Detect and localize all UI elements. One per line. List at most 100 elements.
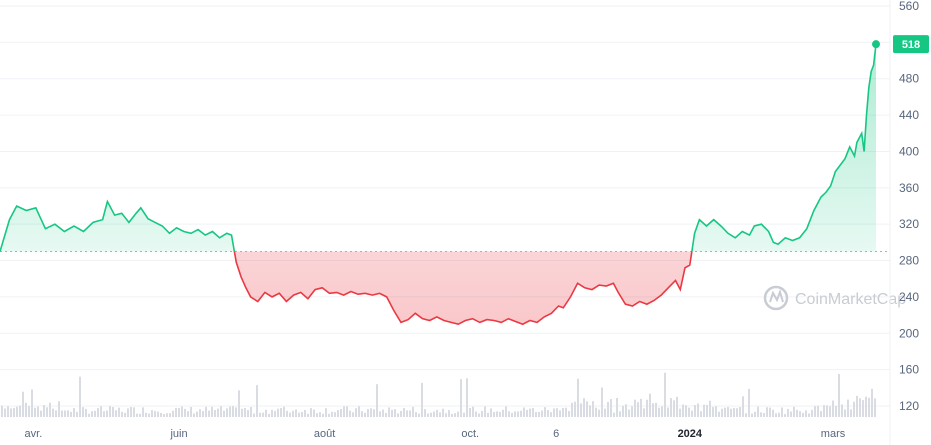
- volume-bar: [418, 413, 420, 417]
- volume-bar: [259, 412, 261, 417]
- volume-bar: [238, 390, 240, 417]
- volume-bar: [253, 413, 255, 417]
- price-line: [0, 44, 877, 326]
- volume-bar: [592, 401, 594, 417]
- y-tick-label: 280: [899, 254, 919, 268]
- volume-bar: [556, 408, 558, 417]
- volume-bar: [763, 412, 765, 417]
- volume-bar: [733, 407, 735, 417]
- volume-bar: [850, 409, 852, 417]
- last-price-dot: [872, 40, 880, 49]
- x-tick-label: mars: [821, 428, 846, 440]
- volume-bar: [589, 405, 591, 417]
- volume-bar: [448, 410, 450, 417]
- volume-bar: [250, 406, 252, 417]
- volume-bar: [613, 412, 615, 417]
- volume-bar: [193, 413, 195, 417]
- volume-bar: [145, 412, 147, 417]
- volume-bar: [106, 410, 108, 417]
- volume-bar: [523, 407, 525, 417]
- volume-bar: [439, 412, 441, 417]
- volume-bar: [397, 413, 399, 417]
- volume-bar: [349, 410, 351, 417]
- volume-bar: [619, 411, 621, 417]
- volume-bar: [799, 411, 801, 417]
- volume-bar: [739, 407, 741, 417]
- y-tick-label: 120: [899, 399, 919, 413]
- volume-bar: [808, 413, 810, 417]
- volume-bar: [199, 409, 201, 417]
- volume-bar: [478, 413, 480, 417]
- volume-bar: [22, 391, 24, 417]
- volume-bar: [487, 412, 489, 417]
- volume-bar: [352, 412, 354, 417]
- volume-bar: [715, 406, 717, 417]
- volume-bar: [727, 407, 729, 417]
- volume-bar: [682, 404, 684, 417]
- volume-bar: [217, 408, 219, 417]
- volume-bar: [124, 412, 126, 417]
- volume-bar: [580, 403, 582, 417]
- volume-bar: [187, 411, 189, 417]
- volume-bar: [34, 407, 36, 417]
- volume-bar: [640, 398, 642, 417]
- volume-bar: [463, 412, 465, 417]
- volume-bar: [697, 403, 699, 417]
- volume-bar: [805, 410, 807, 417]
- volume-bar: [622, 405, 624, 417]
- volume-bar: [568, 411, 570, 417]
- volume-bar: [358, 406, 360, 417]
- volume-bar: [688, 407, 690, 417]
- volume-bar: [760, 412, 762, 417]
- volume-bar: [646, 399, 648, 417]
- volume-bar: [82, 407, 84, 417]
- volume-bar: [709, 400, 711, 417]
- volume-bar: [262, 412, 264, 417]
- y-tick-label: 160: [899, 363, 919, 377]
- volume-bar: [607, 401, 609, 417]
- volume-bar: [820, 411, 822, 417]
- volume-bar: [4, 408, 6, 417]
- volume-bar: [214, 410, 216, 417]
- volume-bar: [265, 409, 267, 417]
- volume-bar: [631, 406, 633, 417]
- volume-bar: [31, 389, 33, 417]
- volume-bar: [754, 411, 756, 417]
- volume-bar: [61, 410, 63, 417]
- volume-bar: [256, 385, 258, 417]
- volume-bar: [637, 402, 639, 417]
- volume-bar: [676, 396, 678, 417]
- volume-bar: [865, 396, 867, 417]
- volume-bar: [670, 398, 672, 417]
- volume-bar: [499, 411, 501, 417]
- volume-bar: [103, 411, 105, 417]
- y-tick-label: 560: [899, 0, 919, 13]
- volume-bar: [400, 410, 402, 417]
- volume-bar: [94, 410, 96, 417]
- volume-bar: [496, 411, 498, 417]
- volume-bar: [829, 406, 831, 417]
- volume-bar: [112, 407, 114, 417]
- volume-bar: [838, 374, 840, 417]
- volume-bar: [334, 412, 336, 417]
- volume-bar: [586, 401, 588, 417]
- y-tick-label: 320: [899, 217, 919, 231]
- volume-bar: [25, 402, 27, 417]
- volume-bar: [778, 412, 780, 417]
- volume-bar: [562, 407, 564, 417]
- area-fill-down: [0, 251, 876, 325]
- volume-bar: [67, 410, 69, 417]
- grid: [0, 5, 890, 407]
- volume-bar: [481, 411, 483, 417]
- price-area: [0, 44, 876, 325]
- x-tick-label: avr.: [25, 428, 43, 440]
- volume-bar: [100, 406, 102, 417]
- volume-bar: [133, 407, 135, 417]
- volume-bar: [151, 410, 153, 417]
- volume-bar: [223, 410, 225, 417]
- last-price-label: 518: [902, 39, 920, 51]
- volume-bar: [769, 407, 771, 417]
- volume-bar: [616, 397, 618, 417]
